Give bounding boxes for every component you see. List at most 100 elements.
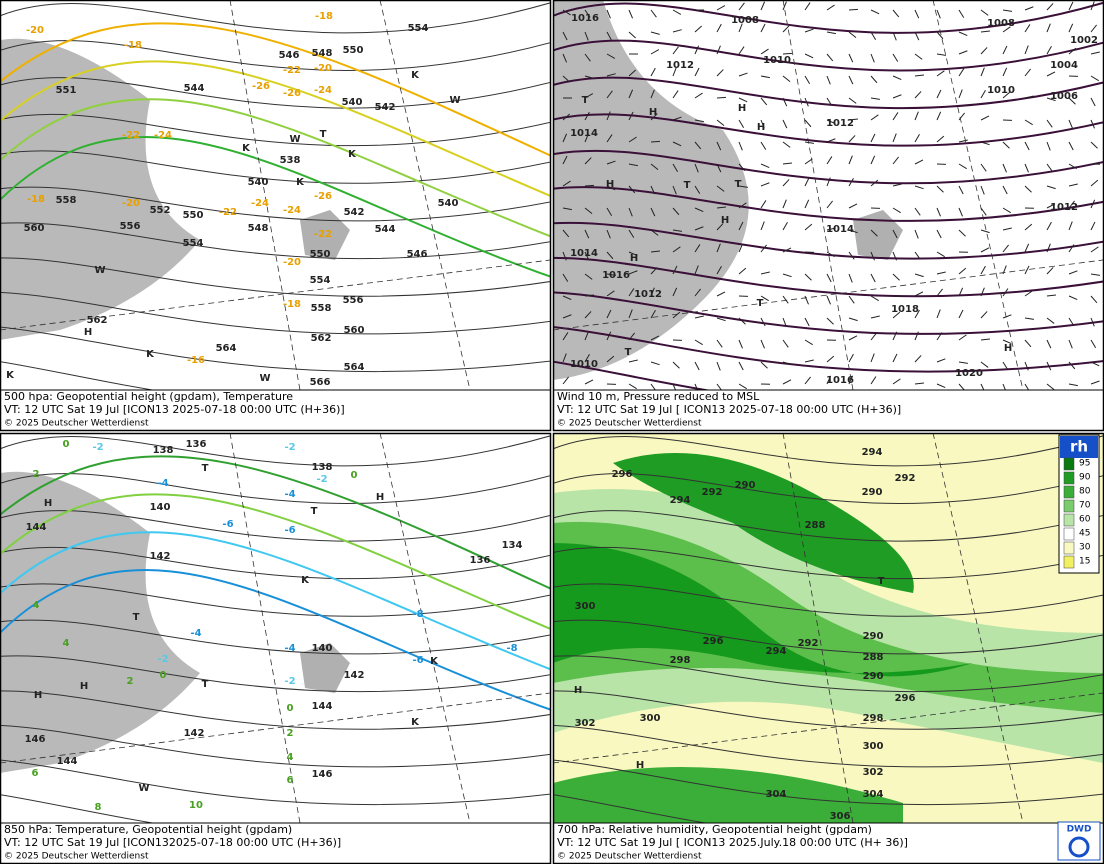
wind-barb <box>958 9 965 18</box>
wet-s <box>553 767 903 823</box>
wind-barb <box>848 353 854 363</box>
wind-barb <box>1024 383 1030 390</box>
wind-barb <box>628 229 635 238</box>
legend-level: 30 <box>1079 543 1091 553</box>
wind-barb <box>980 185 985 195</box>
wind-barb <box>848 295 855 304</box>
wind-barb <box>1090 1 1095 11</box>
symbol-label: K <box>242 143 251 154</box>
wind-barb <box>1046 185 1056 190</box>
legend-level: 80 <box>1079 487 1091 497</box>
island <box>853 210 903 260</box>
wind-barb <box>936 309 941 319</box>
wind-barb <box>848 375 853 385</box>
temp-label: 2 <box>33 469 40 480</box>
height-label: 551 <box>56 85 77 96</box>
temp-label: -2 <box>92 442 103 453</box>
wind-barb <box>936 135 945 143</box>
temp-label: -6 <box>284 525 295 536</box>
legend-swatch <box>1063 485 1075 499</box>
temp-label: -20 <box>26 25 44 36</box>
wind-barb <box>804 97 809 107</box>
wind-barb <box>738 202 747 209</box>
contour <box>553 39 1103 72</box>
wind-barb <box>892 207 901 214</box>
height-label: 294 <box>670 495 691 506</box>
wind-barb <box>958 31 968 37</box>
graticule <box>0 259 550 331</box>
wind-barb <box>958 287 964 297</box>
wind-barb <box>1090 339 1097 348</box>
wind-barb <box>1024 290 1033 297</box>
wind-barb <box>1046 294 1057 297</box>
wind-barb <box>1068 339 1073 349</box>
wind-barb <box>1024 361 1029 371</box>
height-label: 564 <box>216 343 237 354</box>
wind-barb <box>1024 339 1032 348</box>
wind-barb <box>716 23 722 33</box>
wind-barb <box>628 185 636 194</box>
temp-label: -26 <box>252 81 270 92</box>
wind-barb <box>892 229 898 239</box>
wind-barb <box>782 162 792 165</box>
caption-line: VT: 12 UTC Sat 19 Jul [ ICON13 2025-07-1… <box>557 403 901 416</box>
height-label: 548 <box>312 48 333 59</box>
wind-barb <box>958 139 968 143</box>
wind-barb <box>914 9 920 19</box>
wind-barb <box>760 163 770 169</box>
wind-barb <box>804 273 812 281</box>
wind-barb <box>1024 243 1030 253</box>
wind-barb <box>826 75 831 85</box>
wind-barb <box>870 273 876 283</box>
wind-barb <box>1024 185 1032 193</box>
wind-barb <box>782 75 791 83</box>
height-label: 134 <box>502 540 523 551</box>
wind-barb <box>1002 314 1012 319</box>
wind-barb <box>672 383 677 390</box>
wind-barb <box>848 251 855 260</box>
temp-label: -2 <box>157 654 168 665</box>
wind-barb <box>848 229 858 234</box>
wind-barb <box>694 45 700 55</box>
wind-barb <box>914 273 924 278</box>
wind-barb <box>914 53 923 60</box>
wind-barb <box>628 359 638 363</box>
height-label: 142 <box>184 728 205 739</box>
wind-barb <box>980 338 991 341</box>
caption-line: 850 hPa: Temperature, Geopotential heigh… <box>4 823 292 836</box>
wind-barb <box>1046 97 1056 102</box>
temp-label: -22 <box>283 65 301 76</box>
caption-line: Wind 10 m, Pressure reduced to MSL <box>557 390 760 403</box>
wind-barb <box>760 221 765 231</box>
wind-barb <box>672 46 679 55</box>
wind-barb <box>1002 141 1010 149</box>
height-label: 564 <box>344 362 365 373</box>
contour <box>553 619 1103 655</box>
temp-label: 6 <box>32 768 39 779</box>
wind-barb <box>716 185 725 192</box>
contour <box>0 222 550 260</box>
wind-barb <box>650 361 660 366</box>
contour <box>553 794 709 823</box>
wind-barb <box>628 9 634 19</box>
wind-barb <box>1068 141 1074 151</box>
wind-barb <box>936 251 945 258</box>
wind-barb <box>804 295 809 305</box>
pressure-label: 1020 <box>955 368 983 379</box>
logo: DWD <box>1067 825 1092 835</box>
wind-barb <box>672 29 682 33</box>
wind-barb <box>650 113 658 121</box>
temp-label: -18 <box>315 11 333 22</box>
wind-barb <box>782 295 789 304</box>
temp-label: -8 <box>412 609 423 620</box>
wind-barb <box>826 227 836 231</box>
wind-barb <box>914 111 919 121</box>
wind-barb <box>1024 163 1029 173</box>
temp-label: -24 <box>283 205 301 216</box>
temp-label: -24 <box>154 130 172 141</box>
wind-barb <box>848 8 859 11</box>
wind-barb <box>1046 141 1051 151</box>
wind-barb <box>694 141 702 150</box>
wind-barb <box>1068 317 1075 326</box>
wind-barb <box>870 376 877 385</box>
